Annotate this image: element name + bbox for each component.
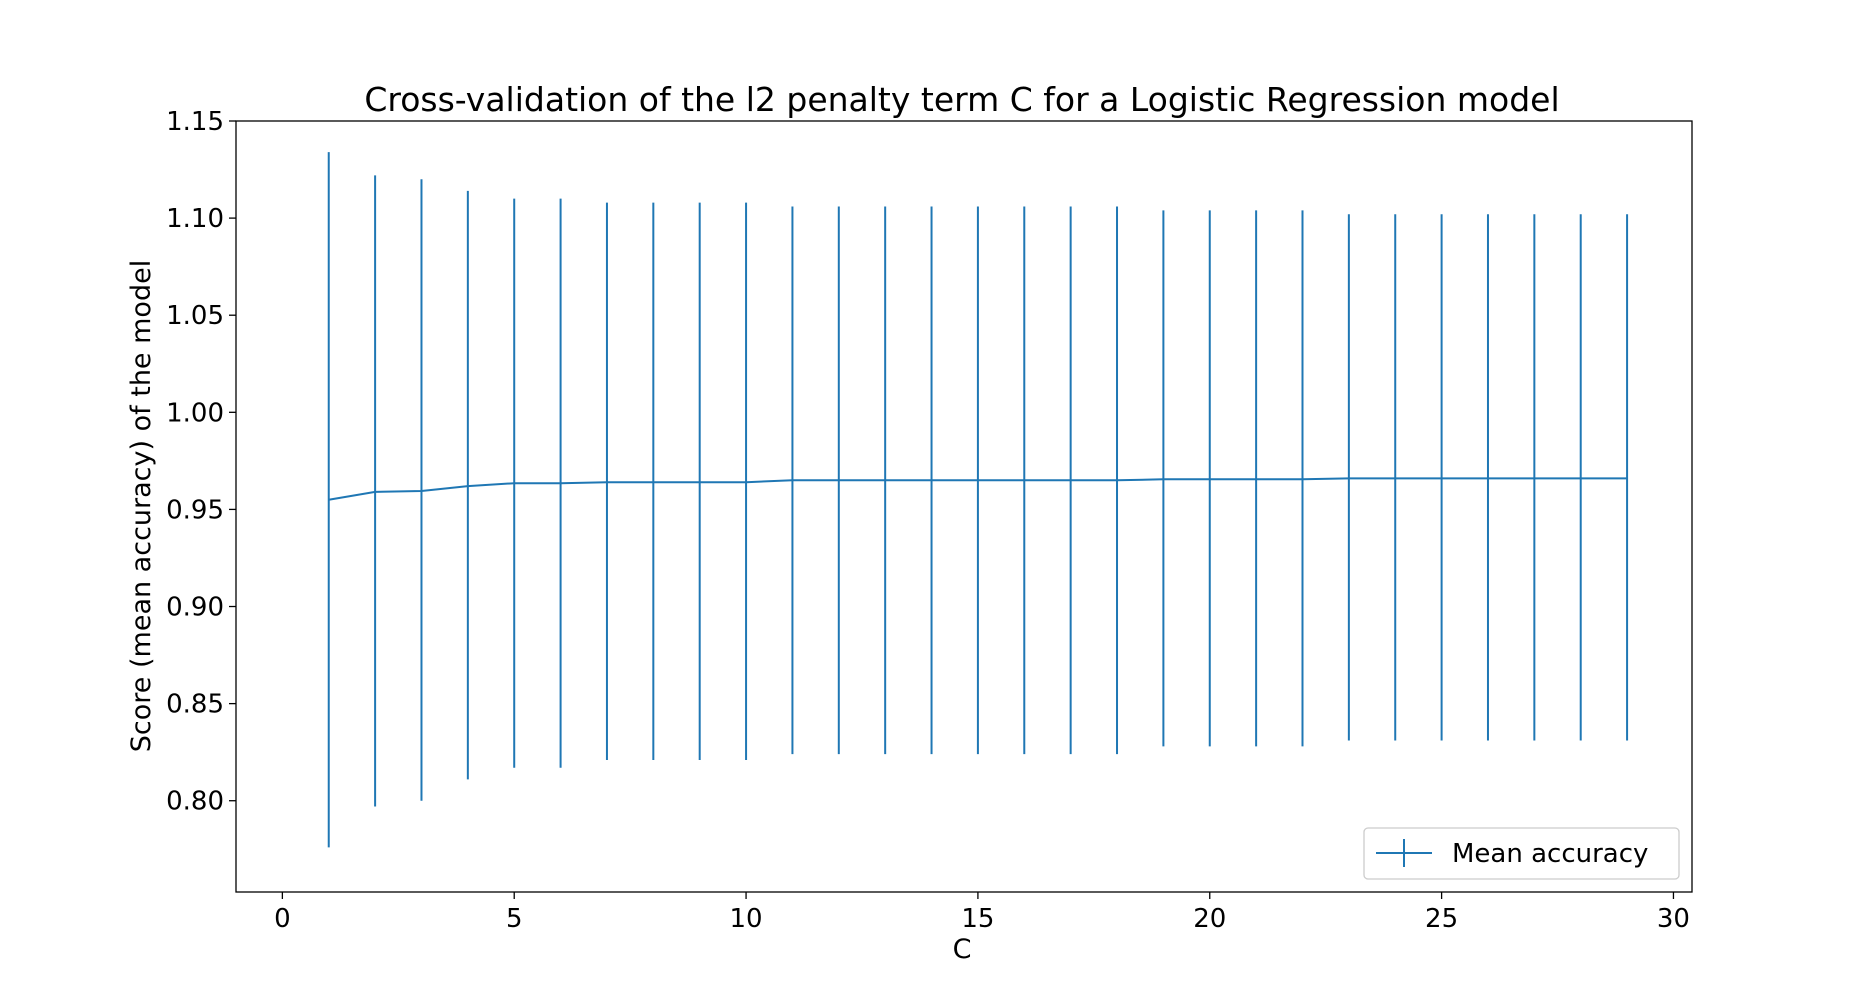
x-axis: 0 5 10 15 20 25 30 [274, 892, 1690, 934]
y-axis: 0.80 0.85 0.90 0.95 1.00 1.05 1.10 1.15 [166, 107, 236, 817]
legend-label: Mean accuracy [1452, 839, 1648, 869]
x-tick-label: 25 [1425, 904, 1458, 934]
x-tick-label: 5 [506, 904, 523, 934]
axes-frame [235, 120, 1693, 893]
y-tick-label: 0.90 [166, 593, 224, 623]
y-tick-label: 0.85 [166, 690, 224, 720]
y-tick-label: 0.95 [166, 495, 224, 525]
series-line-mean-accuracy [328, 477, 1628, 501]
y-tick-label: 0.80 [166, 787, 224, 817]
x-tick-label: 0 [274, 904, 291, 934]
plot-area [327, 152, 1629, 848]
y-tick-label: 1.05 [166, 301, 224, 331]
chart-title: Cross-validation of the l2 penalty term … [364, 80, 1559, 119]
y-tick-label: 1.00 [166, 398, 224, 428]
y-axis-title: Score (mean accuracy) of the model [126, 260, 157, 752]
legend-box [1363, 827, 1680, 880]
x-tick-label: 10 [730, 904, 763, 934]
x-tick-label: 20 [1193, 904, 1226, 934]
x-tick-label: 15 [961, 904, 994, 934]
legend: Mean accuracy [1363, 827, 1680, 880]
x-axis-title: C [953, 934, 972, 965]
y-tick-label: 1.10 [166, 204, 224, 234]
y-tick-label: 1.15 [166, 107, 224, 137]
x-tick-label: 30 [1657, 904, 1690, 934]
